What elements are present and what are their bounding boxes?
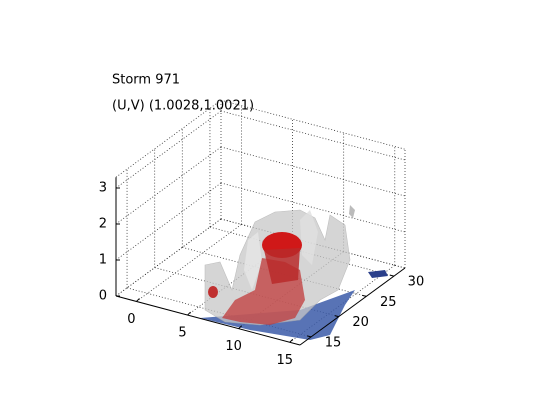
z-tick-label: 2 bbox=[99, 217, 107, 232]
y-tick-label: 20 bbox=[352, 315, 369, 330]
y-axis bbox=[299, 267, 406, 346]
isosurfaces bbox=[200, 205, 388, 340]
grid-line bbox=[136, 224, 242, 302]
x-tick bbox=[187, 311, 191, 316]
x-tick-label: 0 bbox=[127, 312, 135, 327]
y-tick bbox=[334, 315, 339, 318]
grid-line bbox=[115, 218, 222, 297]
y-tick-label: 30 bbox=[408, 275, 425, 290]
red-column bbox=[264, 248, 300, 284]
gray-surface bbox=[300, 210, 318, 265]
grid-line bbox=[115, 110, 222, 189]
x-tick bbox=[289, 338, 294, 343]
red-blob bbox=[208, 286, 218, 298]
x-tick-label: 15 bbox=[277, 353, 294, 368]
y-tick-label: 15 bbox=[325, 335, 342, 350]
gray-surface bbox=[349, 205, 355, 218]
grid-line bbox=[220, 146, 406, 197]
z-tick-label: 0 bbox=[99, 289, 107, 304]
chart-title: Storm 971 bbox=[112, 73, 180, 88]
z-tick-label: 3 bbox=[99, 181, 107, 196]
floor-patch bbox=[368, 270, 388, 278]
grid-line bbox=[115, 182, 222, 261]
box-edge bbox=[115, 99, 222, 178]
grid-line bbox=[220, 110, 406, 161]
x-tick bbox=[136, 298, 140, 302]
gray-surface bbox=[244, 232, 262, 290]
y-tick bbox=[389, 274, 395, 277]
y-tick bbox=[306, 335, 312, 338]
x-tick-label: 10 bbox=[225, 339, 242, 354]
y-tick-label: 25 bbox=[380, 295, 397, 310]
grid-line bbox=[115, 146, 222, 225]
z-tick-label: 1 bbox=[99, 253, 107, 268]
y-tick bbox=[362, 294, 367, 297]
x-tick-label: 5 bbox=[178, 326, 186, 341]
x-axis bbox=[115, 295, 301, 346]
x-tick bbox=[238, 325, 243, 330]
chart-subtitle: (U,V) (1.0028,1.0021) bbox=[112, 99, 254, 114]
